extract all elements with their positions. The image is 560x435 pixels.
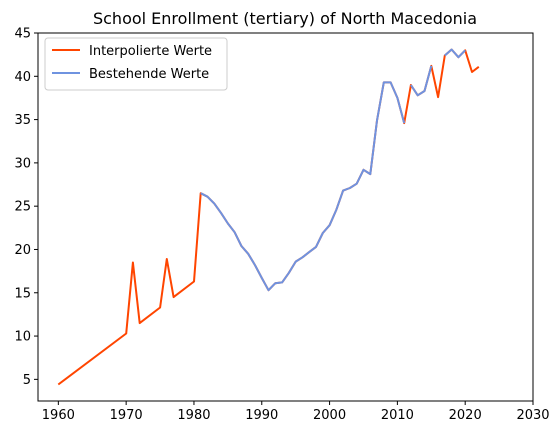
series-line-existing bbox=[200, 81, 406, 292]
y-axis: 5 10 15 20 25 30 35 40 45 bbox=[14, 27, 38, 388]
x-tick-label: 1990 bbox=[245, 408, 278, 423]
y-tick-label: 45 bbox=[14, 27, 31, 42]
x-tick-label: 1960 bbox=[42, 408, 75, 423]
chart-title: School Enrollment (tertiary) of North Ma… bbox=[93, 9, 477, 28]
legend-box bbox=[44, 37, 228, 91]
plot-frame bbox=[37, 32, 534, 402]
x-tick-label: 1970 bbox=[110, 408, 143, 423]
x-tick-label: 1980 bbox=[177, 408, 210, 423]
y-tick-label: 25 bbox=[14, 200, 31, 215]
x-tick-label: 2000 bbox=[313, 408, 346, 423]
legend: Interpolierte Werte Bestehende Werte bbox=[44, 37, 228, 91]
legend-label-existing: Bestehende Werte bbox=[89, 67, 209, 82]
y-tick-label: 35 bbox=[14, 113, 31, 128]
x-tick-label: 2030 bbox=[516, 408, 549, 423]
series-line-existing bbox=[410, 65, 433, 97]
series-line-interpolated bbox=[57, 48, 480, 386]
y-tick-label: 10 bbox=[14, 330, 31, 345]
x-tick-label: 2020 bbox=[449, 408, 482, 423]
y-tick-label: 40 bbox=[14, 70, 31, 85]
legend-label-interpolated: Interpolierte Werte bbox=[89, 44, 212, 59]
x-tick-label: 2010 bbox=[381, 408, 414, 423]
x-axis: 1960 1970 1980 1990 2000 2010 2020 2030 bbox=[42, 401, 550, 423]
y-tick-label: 15 bbox=[14, 286, 31, 301]
y-tick-label: 5 bbox=[23, 373, 31, 388]
plot-series bbox=[57, 48, 480, 386]
y-tick-label: 20 bbox=[14, 243, 31, 258]
series-line-existing bbox=[444, 48, 466, 59]
y-tick-label: 30 bbox=[14, 156, 31, 171]
